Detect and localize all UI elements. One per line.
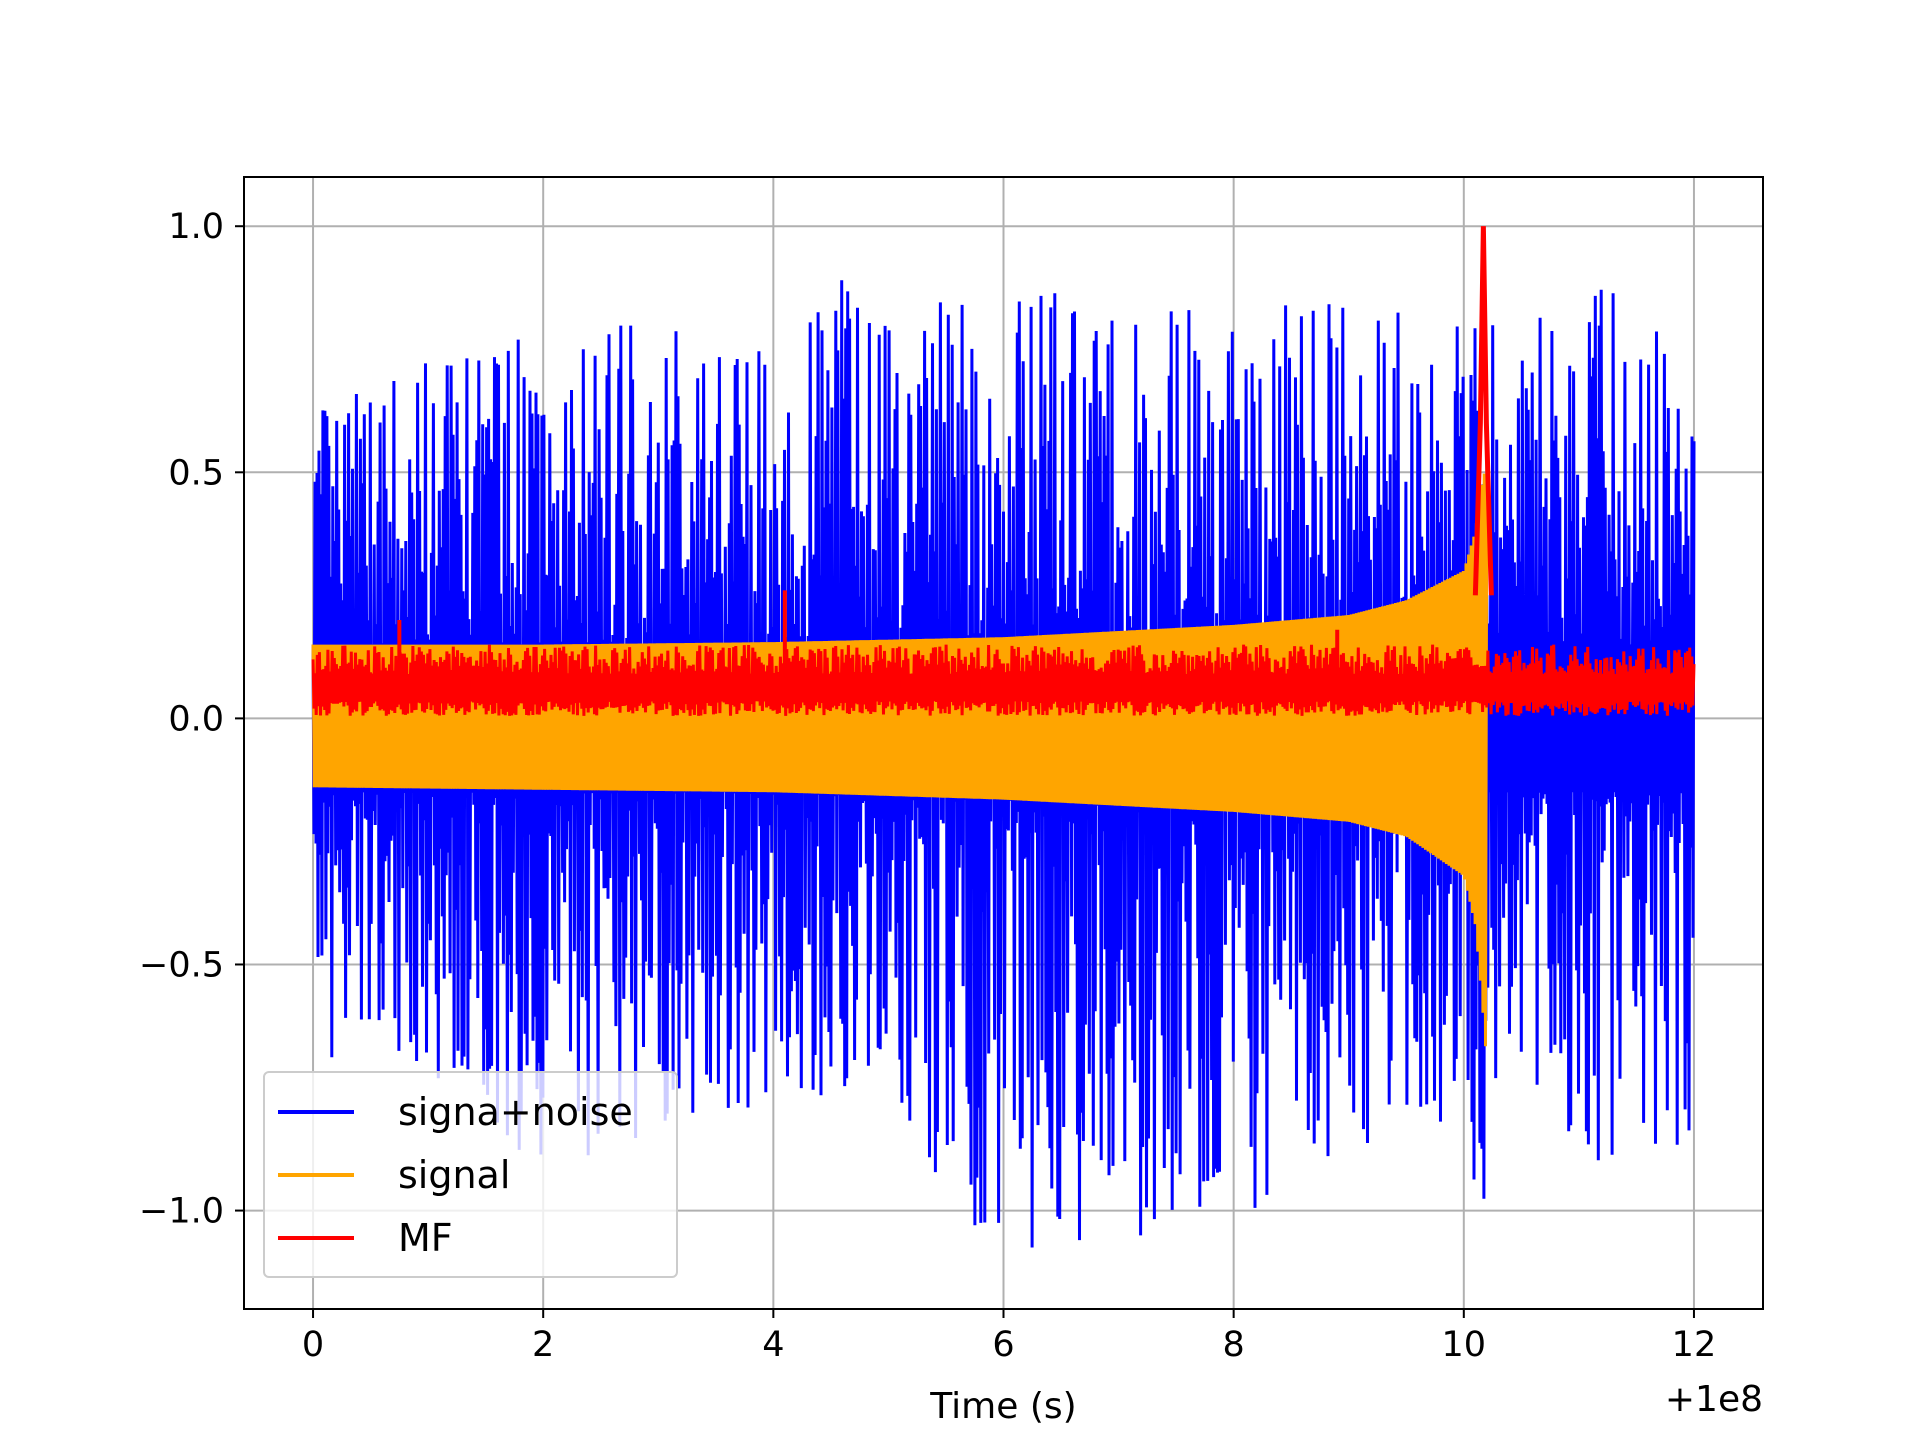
x-tick-label: 4 bbox=[762, 1325, 784, 1365]
legend-label: MF bbox=[398, 1216, 453, 1260]
legend: signa+noise signal MF bbox=[263, 1071, 678, 1278]
x-tick-label: 2 bbox=[532, 1325, 554, 1365]
y-tick-label: 1.0 bbox=[168, 207, 224, 247]
x-tick-label: 0 bbox=[302, 1325, 324, 1365]
legend-label: signa+noise bbox=[398, 1090, 633, 1134]
y-tick-label: −1.0 bbox=[139, 1192, 224, 1232]
series-lines bbox=[311, 226, 1696, 1248]
x-tick-label: 8 bbox=[1223, 1325, 1245, 1365]
x-offset-label: +1e8 bbox=[1665, 1379, 1763, 1420]
x-tick-label: 12 bbox=[1672, 1325, 1717, 1365]
series-line-mf bbox=[311, 644, 1696, 716]
mf-peak bbox=[1472, 226, 1494, 596]
y-tick-label: 0.5 bbox=[168, 453, 224, 493]
y-tick-label: −0.5 bbox=[139, 945, 224, 985]
x-tick-label: 6 bbox=[992, 1325, 1014, 1365]
axis-ticks: 0 2 4 6 8 10 12 −1.0 −0.5 0.0 0.5 1.0 bbox=[139, 207, 1716, 1365]
legend-label: signal bbox=[398, 1153, 510, 1197]
series-line-signal bbox=[311, 462, 1489, 1047]
x-axis-label: Time (s) bbox=[929, 1386, 1076, 1427]
y-tick-label: 0.0 bbox=[168, 699, 224, 739]
x-tick-label: 10 bbox=[1442, 1325, 1487, 1365]
legend-box bbox=[263, 1071, 678, 1278]
